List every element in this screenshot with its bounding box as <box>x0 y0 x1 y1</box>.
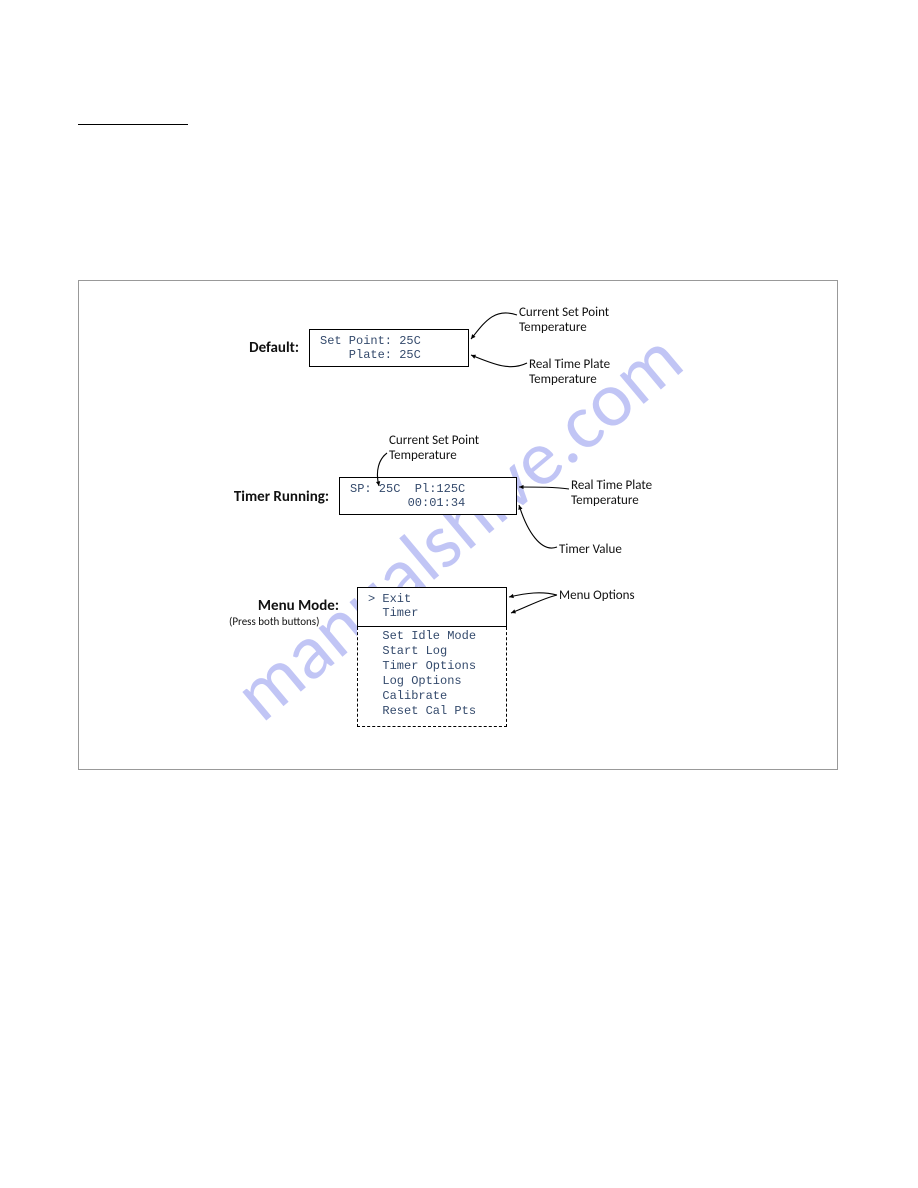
lcd-default-line2: Plate: 25C <box>320 348 421 362</box>
lcd-timer: SP: 25C Pl:125C 00:01:34 <box>339 477 517 515</box>
menu-extra-5: Reset Cal Pts <box>368 704 476 718</box>
section-label-menu: Menu Mode: <box>159 597 339 615</box>
lcd-menu-extra: Set Idle Mode Start Log Timer Options Lo… <box>357 627 507 727</box>
lcd-timer-line2: 00:01:34 <box>350 496 465 510</box>
menu-extra-4: Calibrate <box>368 689 447 703</box>
menu-extra-0: Set Idle Mode <box>368 629 476 643</box>
menu-extra-3: Log Options <box>368 674 462 688</box>
lcd-menu-line1: > Exit <box>368 592 411 606</box>
underline-stub <box>78 124 188 125</box>
lcd-timer-line1: SP: 25C Pl:125C <box>350 482 465 496</box>
section-sublabel-menu: (Press both buttons) <box>229 615 319 628</box>
menu-extra-2: Timer Options <box>368 659 476 673</box>
lcd-menu-line2: Timer <box>368 606 418 620</box>
callout-default-plate: Real Time PlateTemperature <box>529 357 610 387</box>
lcd-menu: > Exit Timer <box>357 587 507 627</box>
lcd-default: Set Point: 25C Plate: 25C <box>309 329 469 367</box>
lcd-default-line1: Set Point: 25C <box>320 334 421 348</box>
section-label-default: Default: <box>169 339 299 357</box>
diagram-frame: manualshive.com Default: Set Point: 25C … <box>78 280 838 770</box>
callout-menu-options: Menu Options <box>559 588 635 603</box>
callout-timer-value: Timer Value <box>559 542 622 557</box>
callout-default-setpoint: Current Set PointTemperature <box>519 305 609 335</box>
callout-timer-plate: Real Time PlateTemperature <box>571 478 652 508</box>
callout-timer-setpoint: Current Set PointTemperature <box>389 433 479 463</box>
diagram-layer: Default: Set Point: 25C Plate: 25C Curre… <box>79 281 839 771</box>
section-label-timer: Timer Running: <box>149 488 329 506</box>
menu-extra-1: Start Log <box>368 644 447 658</box>
